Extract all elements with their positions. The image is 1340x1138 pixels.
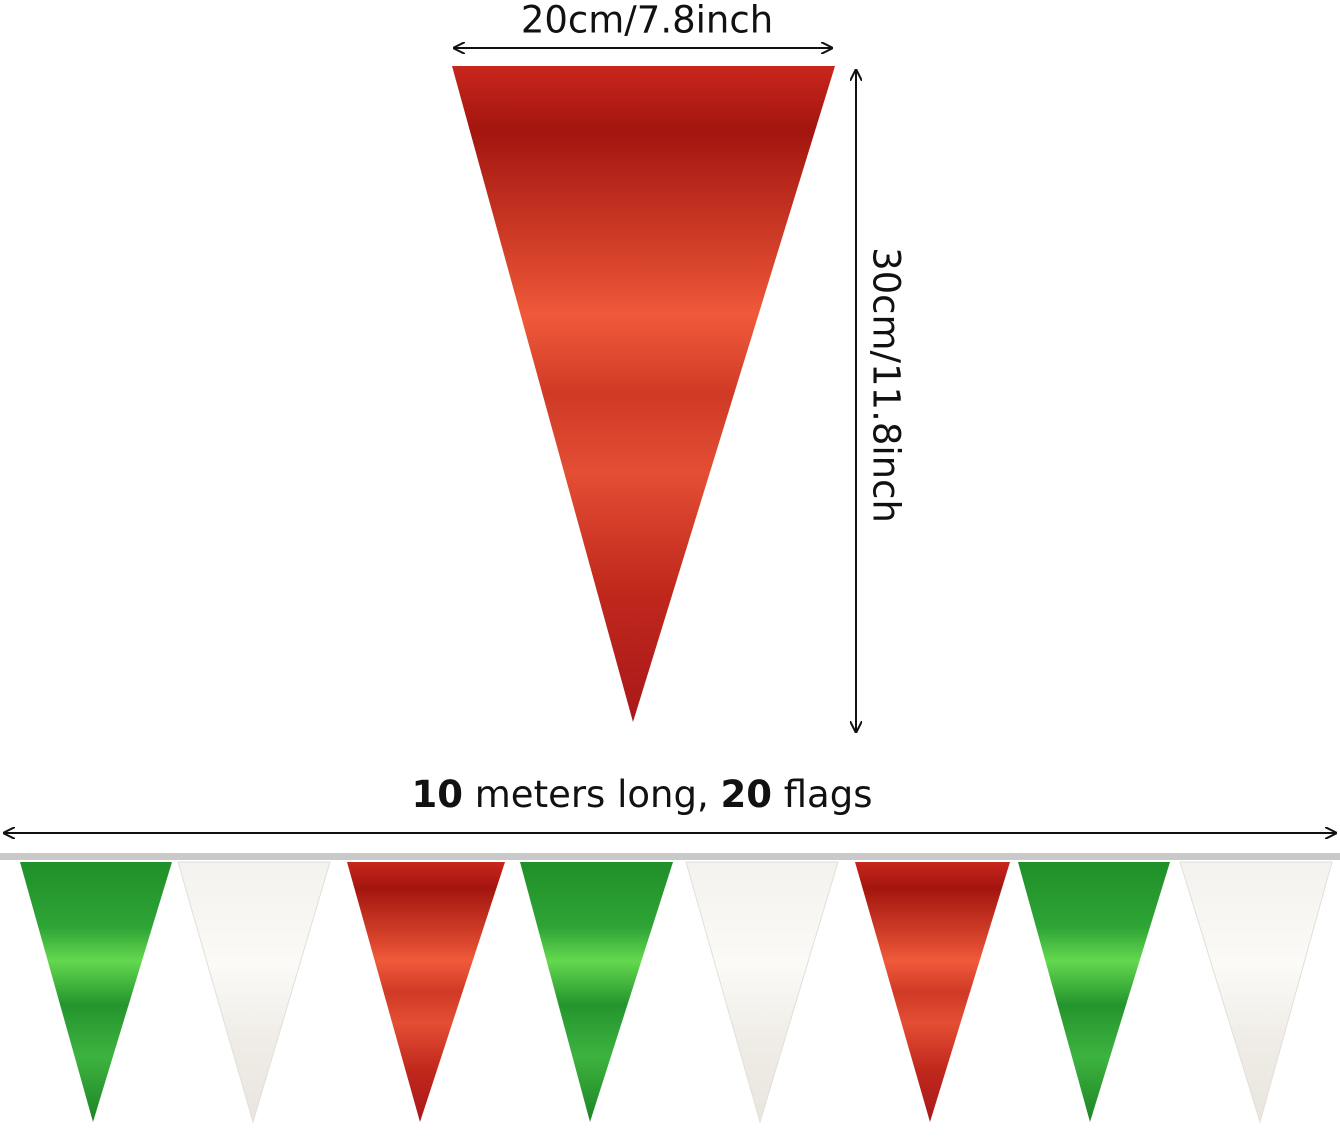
green-flag xyxy=(20,862,172,1122)
string xyxy=(0,853,1340,860)
caption-number: 20 xyxy=(720,773,772,816)
caption-text: flags xyxy=(772,773,873,816)
red-flag xyxy=(347,862,505,1122)
caption-text: meters long, xyxy=(463,773,720,816)
green-flag xyxy=(520,862,673,1122)
width-label: 20cm/7.8inch xyxy=(521,0,773,42)
length-caption: 10 meters long, 20 flags xyxy=(412,773,873,816)
bunting xyxy=(20,861,1333,1124)
red-flag xyxy=(855,862,1010,1122)
green-flag xyxy=(1018,862,1170,1122)
white-flag xyxy=(177,861,331,1124)
height-label: 30cm/11.8inch xyxy=(865,247,908,523)
white-flag xyxy=(685,861,839,1124)
red-flag xyxy=(452,66,835,722)
white-flag xyxy=(1179,861,1333,1124)
caption-number: 10 xyxy=(412,773,464,816)
